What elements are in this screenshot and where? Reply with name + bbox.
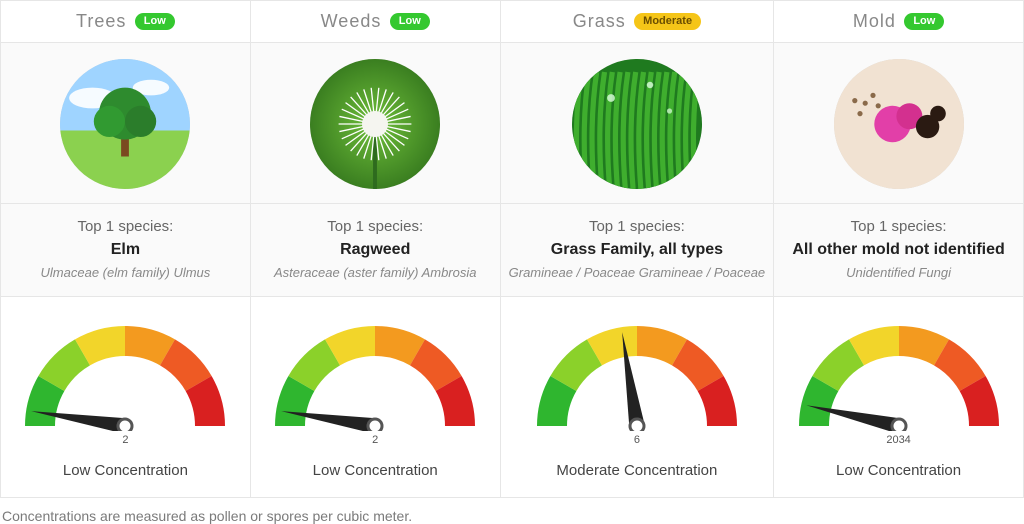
category-image-cell xyxy=(251,43,501,204)
species-label: Top 1 species: xyxy=(9,218,242,235)
category-title: Grass xyxy=(573,11,626,32)
concentration-label: Low Concentration xyxy=(257,462,494,479)
category-title: Mold xyxy=(853,11,896,32)
card-header: Grass Moderate xyxy=(501,1,775,43)
level-badge: Low xyxy=(390,13,430,30)
gauge xyxy=(270,311,480,436)
level-badge: Low xyxy=(904,13,944,30)
category-image xyxy=(60,59,190,189)
gauge-cell: 2 Low Concentration xyxy=(1,297,251,498)
level-badge: Low xyxy=(135,13,175,30)
category-image-cell xyxy=(1,43,251,204)
species-cell: Top 1 species: Ragweed Asteraceae (aster… xyxy=(251,204,501,297)
category-image-cell xyxy=(774,43,1024,204)
gauge xyxy=(532,311,742,436)
gauge-cell: 6 Moderate Concentration xyxy=(501,297,775,498)
concentration-label: Moderate Concentration xyxy=(507,462,768,479)
species-label: Top 1 species: xyxy=(259,218,492,235)
category-title: Weeds xyxy=(321,11,382,32)
species-cell: Top 1 species: Grass Family, all types G… xyxy=(501,204,775,297)
species-name: Ragweed xyxy=(259,241,492,259)
species-scientific: Ulmaceae (elm family) Ulmus xyxy=(9,265,242,280)
category-image xyxy=(834,59,964,189)
card-header: Weeds Low xyxy=(251,1,501,43)
species-cell: Top 1 species: Elm Ulmaceae (elm family)… xyxy=(1,204,251,297)
species-scientific: Unidentified Fungi xyxy=(782,265,1015,280)
concentration-label: Low Concentration xyxy=(780,462,1017,479)
species-label: Top 1 species: xyxy=(782,218,1015,235)
category-title: Trees xyxy=(76,11,126,32)
species-name: Elm xyxy=(9,241,242,259)
category-image-cell xyxy=(501,43,775,204)
gauge-cell: 2 Low Concentration xyxy=(251,297,501,498)
species-cell: Top 1 species: All other mold not identi… xyxy=(774,204,1024,297)
category-image xyxy=(310,59,440,189)
species-name: Grass Family, all types xyxy=(509,241,766,259)
allergen-grid: Trees Low Weeds Low Grass Moderate Mold … xyxy=(0,0,1024,498)
gauge-cell: 2034 Low Concentration xyxy=(774,297,1024,498)
species-scientific: Gramineae / Poaceae Gramineae / Poaceae xyxy=(509,265,766,280)
species-name: All other mold not identified xyxy=(782,241,1015,259)
level-badge: Moderate xyxy=(634,13,701,30)
gauge xyxy=(794,311,1004,436)
card-header: Trees Low xyxy=(1,1,251,43)
concentration-label: Low Concentration xyxy=(7,462,244,479)
footnote: Concentrations are measured as pollen or… xyxy=(0,498,1024,524)
gauge xyxy=(20,311,230,436)
card-header: Mold Low xyxy=(774,1,1024,43)
category-image xyxy=(572,59,702,189)
species-scientific: Asteraceae (aster family) Ambrosia xyxy=(259,265,492,280)
species-label: Top 1 species: xyxy=(509,218,766,235)
